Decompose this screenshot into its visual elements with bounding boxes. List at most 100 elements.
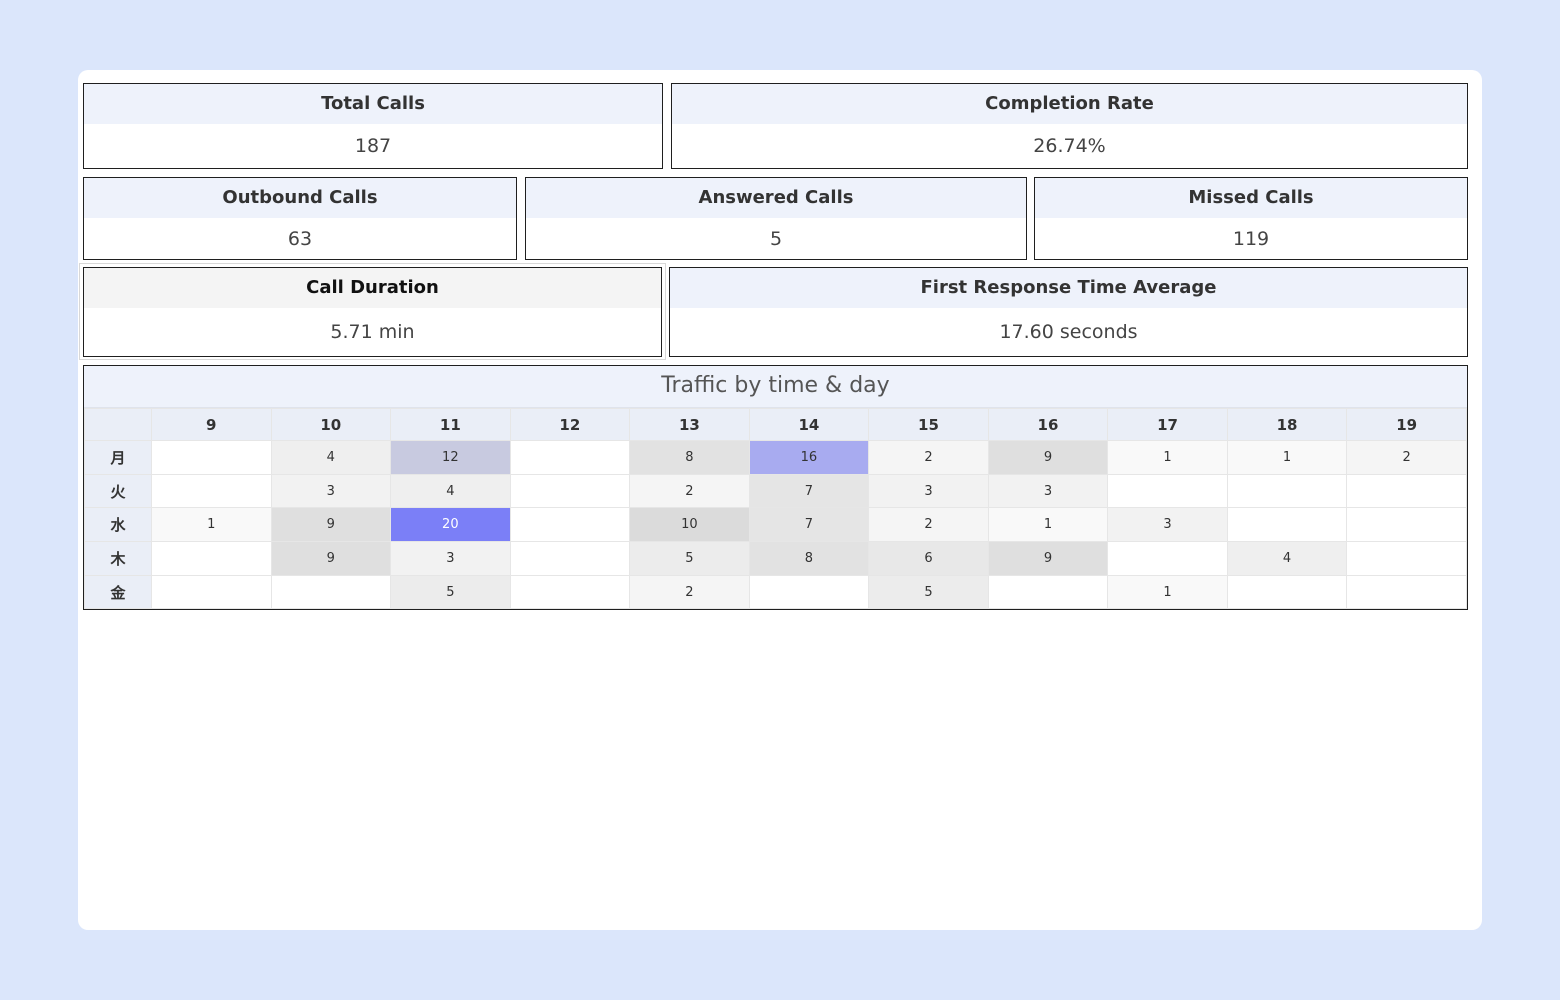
- kpi-value: 187: [354, 135, 392, 157]
- kpi-value: 5.71 min: [330, 321, 415, 343]
- heatmap-day-label: 火: [84, 473, 152, 509]
- heatmap-cell[interactable]: 2: [868, 507, 989, 543]
- heatmap-day-label: 金: [84, 574, 152, 610]
- heatmap-cell[interactable]: [509, 574, 631, 610]
- heatmap-hour-header: 12: [509, 408, 631, 441]
- heatmap-cell[interactable]: 1: [1107, 440, 1228, 475]
- heatmap-corner: [84, 408, 152, 441]
- heatmap-cell[interactable]: 20: [390, 507, 511, 543]
- heatmap-cell[interactable]: 5: [390, 574, 511, 610]
- heatmap-hour-header: 19: [1346, 408, 1467, 441]
- heatmap-hour-header: 16: [987, 408, 1109, 441]
- selection-frame: [79, 263, 666, 360]
- heatmap-hour-header: 13: [629, 408, 750, 441]
- heatmap-cell[interactable]: 1: [1107, 574, 1228, 610]
- heatmap-cell[interactable]: 4: [1226, 541, 1348, 576]
- kpi-outbound-calls[interactable]: Outbound Calls 63: [83, 177, 517, 260]
- heatmap-hour-header: 9: [151, 408, 272, 441]
- heatmap-cell[interactable]: [1226, 507, 1348, 543]
- heatmap-cell[interactable]: 5: [868, 574, 989, 610]
- kpi-title: Missed Calls: [1035, 178, 1467, 218]
- kpi-value: 17.60 seconds: [999, 321, 1138, 343]
- heatmap-cell[interactable]: [1346, 473, 1467, 509]
- heatmap-cell[interactable]: [151, 541, 272, 576]
- heatmap-cell[interactable]: [1346, 507, 1467, 543]
- heatmap-cell[interactable]: 9: [987, 541, 1109, 576]
- heatmap-cell[interactable]: 10: [629, 507, 750, 543]
- dashboard-card: Total Calls 187 Completion Rate 26.74% O…: [78, 70, 1482, 930]
- heatmap-cell[interactable]: [1107, 473, 1228, 509]
- heatmap-cell[interactable]: 7: [748, 507, 870, 543]
- heatmap-cell[interactable]: 7: [748, 473, 870, 509]
- heatmap-cell[interactable]: [987, 574, 1109, 610]
- heatmap-cell[interactable]: 1: [1226, 440, 1348, 475]
- kpi-total-calls[interactable]: Total Calls 187: [83, 83, 663, 169]
- heatmap-cell[interactable]: [509, 440, 631, 475]
- heatmap-cell[interactable]: 8: [629, 440, 750, 475]
- heatmap-cell[interactable]: [509, 541, 631, 576]
- heatmap-cell[interactable]: [509, 507, 631, 543]
- heatmap-cell[interactable]: 4: [390, 473, 511, 509]
- heatmap-cell[interactable]: [151, 574, 272, 610]
- heatmap-cell[interactable]: [1107, 541, 1228, 576]
- heatmap-row: 月 4 12 8 16 2 9 1 1 2: [84, 440, 1467, 475]
- heatmap-cell[interactable]: 9: [270, 507, 392, 543]
- heatmap-cell[interactable]: 1: [151, 507, 272, 543]
- traffic-heatmap: Traffic by time & day 9 10 11 12 13 14 15 16 17 1…: [83, 365, 1468, 610]
- heatmap-cell[interactable]: [270, 574, 392, 610]
- heatmap-hour-header: 15: [868, 408, 989, 441]
- heatmap-cell[interactable]: 8: [748, 541, 870, 576]
- heatmap-cell[interactable]: [1346, 574, 1467, 610]
- heatmap-cell[interactable]: 3: [1107, 507, 1228, 543]
- heatmap-cell[interactable]: [748, 574, 870, 610]
- heatmap-cell[interactable]: [151, 473, 272, 509]
- heatmap-cell[interactable]: 3: [868, 473, 989, 509]
- heatmap-row: 金 5 2 5 1: [84, 574, 1467, 610]
- heatmap-cell[interactable]: 6: [868, 541, 989, 576]
- heatmap-cell[interactable]: 2: [868, 440, 989, 475]
- heatmap-cell[interactable]: 9: [270, 541, 392, 576]
- heatmap-cell[interactable]: [1226, 473, 1348, 509]
- heatmap-cell[interactable]: 3: [270, 473, 392, 509]
- kpi-value: 5: [769, 228, 783, 250]
- heatmap-hour-header: 10: [270, 408, 392, 441]
- heatmap-hour-header: 18: [1226, 408, 1348, 441]
- kpi-title: Answered Calls: [526, 178, 1026, 218]
- kpi-title: Outbound Calls: [84, 178, 516, 218]
- heatmap-cell[interactable]: [151, 440, 272, 475]
- kpi-missed-calls[interactable]: Missed Calls 119: [1034, 177, 1468, 260]
- heatmap-cell[interactable]: 12: [390, 440, 511, 475]
- kpi-answered-calls[interactable]: Answered Calls 5: [525, 177, 1027, 260]
- heatmap-cell[interactable]: 5: [629, 541, 750, 576]
- heatmap-cell[interactable]: [1346, 541, 1467, 576]
- heatmap-cell[interactable]: 4: [270, 440, 392, 475]
- heatmap-cell[interactable]: 2: [629, 473, 750, 509]
- kpi-completion-rate[interactable]: Completion Rate 26.74%: [671, 83, 1468, 169]
- heatmap-cell[interactable]: 9: [987, 440, 1109, 475]
- heatmap-cell[interactable]: 1: [987, 507, 1109, 543]
- heatmap-day-label: 月: [84, 440, 152, 475]
- heatmap-cell[interactable]: [1226, 574, 1348, 610]
- kpi-value: 63: [287, 228, 313, 250]
- heatmap-title: Traffic by time & day: [84, 366, 1467, 408]
- heatmap-cell[interactable]: 3: [987, 473, 1109, 509]
- kpi-title: First Response Time Average: [670, 268, 1467, 308]
- kpi-call-duration[interactable]: Call Duration 5.71 min: [83, 267, 662, 357]
- heatmap-row: 水 1 9 20 10 7 2 1 3: [84, 507, 1467, 543]
- heatmap-cell[interactable]: 2: [1346, 440, 1467, 475]
- heatmap-cell[interactable]: 3: [390, 541, 511, 576]
- kpi-first-response-time[interactable]: First Response Time Average 17.60 second…: [669, 267, 1468, 357]
- kpi-value: 119: [1232, 228, 1270, 250]
- kpi-title: Completion Rate: [672, 84, 1467, 124]
- kpi-value: 26.74%: [1033, 135, 1106, 157]
- heatmap-header-row: 9 10 11 12 13 14 15 16 17 18 19: [84, 408, 1467, 441]
- heatmap-day-label: 木: [84, 541, 152, 576]
- heatmap-hour-header: 14: [748, 408, 870, 441]
- kpi-title: Call Duration: [84, 268, 661, 308]
- heatmap-cell[interactable]: [509, 473, 631, 509]
- heatmap-cell[interactable]: 16: [748, 440, 870, 475]
- heatmap-cell[interactable]: 2: [629, 574, 750, 610]
- heatmap-table: 9 10 11 12 13 14 15 16 17 18 19 月 4 12 8 16 2 9 1 1 2 火 3 4 2 7 3…: [84, 408, 1467, 610]
